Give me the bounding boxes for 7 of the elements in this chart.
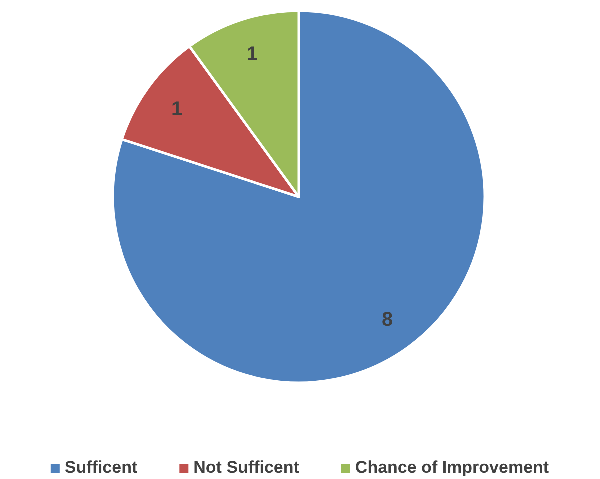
legend-label: Not Sufficent	[194, 458, 300, 477]
legend-label: Chance of Improvement	[355, 458, 550, 477]
data-label: 1	[172, 98, 183, 120]
data-label: 1	[246, 44, 258, 66]
legend-label: Sufficent	[64, 458, 138, 477]
data-label: 8	[382, 308, 394, 331]
pie-slice	[112, 10, 486, 384]
